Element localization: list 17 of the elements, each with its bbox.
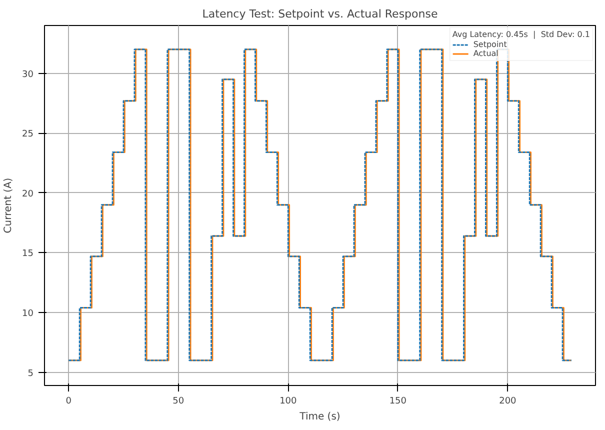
y-tick-label: 15 [22,249,34,260]
x-tick-label: 200 [499,396,517,406]
y-tick-label: 5 [28,368,34,379]
x-tick-label: 150 [389,396,407,406]
x-tick-label: 100 [280,396,298,406]
x-tick-label: 0 [66,396,72,406]
legend-label: Setpoint [473,40,507,49]
x-tick-label: 50 [172,396,184,406]
chart-title: Latency Test: Setpoint vs. Actual Response [202,8,438,20]
y-tick-label: 25 [22,130,34,140]
y-tick-label: 20 [22,189,34,200]
y-tick-label: 10 [22,309,34,320]
y-tick-label: 30 [22,70,34,80]
legend-label: Actual [473,49,498,58]
legend-title: Avg Latency: 0.45s | Std Dev: 0.1 [452,30,590,39]
x-axis-title: Time (s) [298,412,340,422]
y-axis-title: Current (A) [3,178,14,234]
